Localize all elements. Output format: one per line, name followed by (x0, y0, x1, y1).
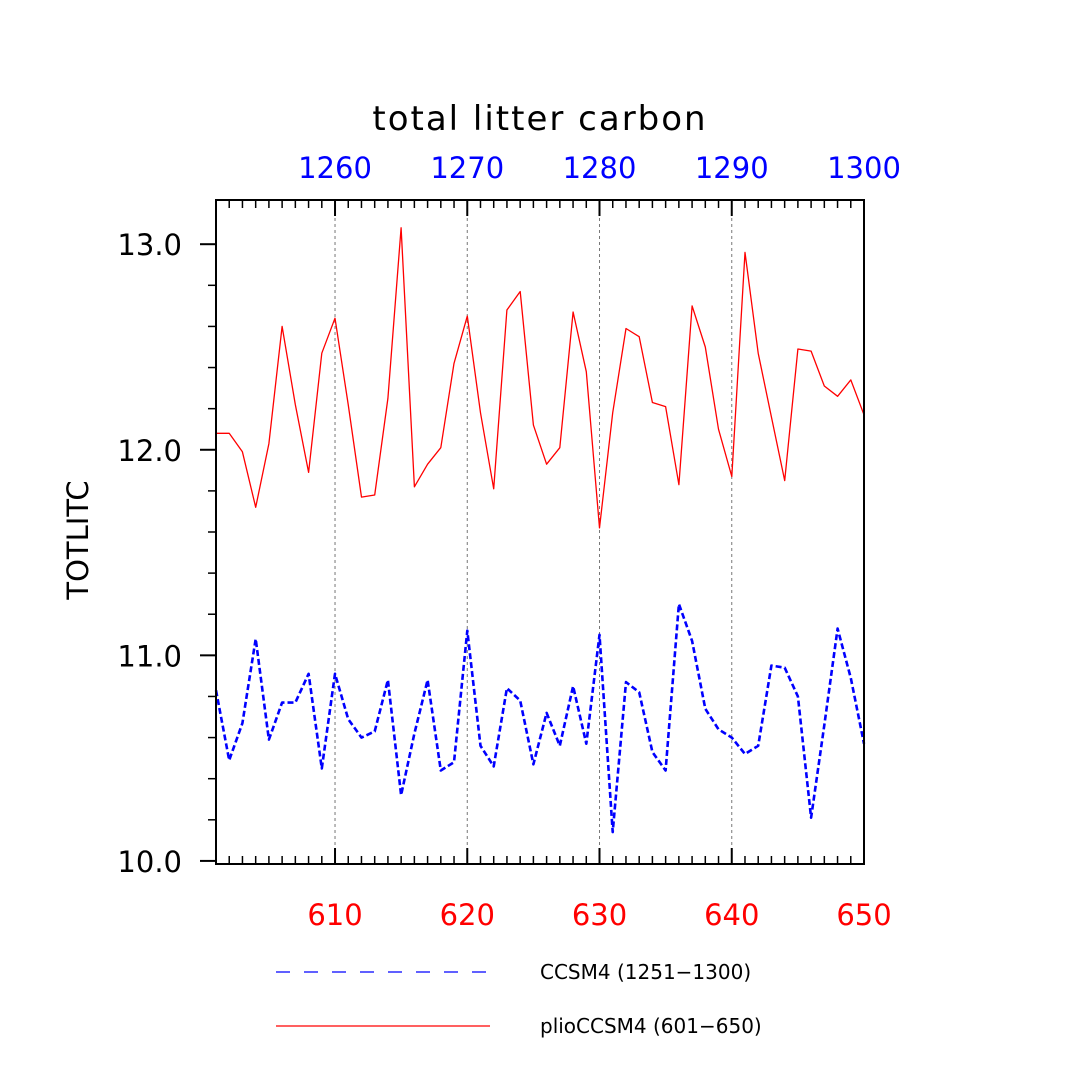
legend-label: CCSM4 (1251−1300) (540, 960, 751, 984)
x2-tick-label: 1260 (298, 151, 372, 185)
x2-tick-label: 1300 (827, 151, 901, 185)
x2-tick-label: 1270 (430, 151, 504, 185)
x-tick-label: 620 (440, 898, 495, 932)
gridlines (334, 200, 733, 864)
y-axis-label: TOTLITC (61, 480, 95, 600)
y-tick-label: 11.0 (117, 639, 182, 673)
chart-title: total litter carbon (372, 99, 707, 139)
legend: CCSM4 (1251−1300) plioCCSM4 (601−650) (276, 960, 762, 1038)
x-tick-label: 650 (836, 898, 891, 932)
x-tick-label: 630 (572, 898, 627, 932)
x-tick-label: 640 (704, 898, 759, 932)
y-tick-label: 12.0 (117, 434, 182, 468)
axis-ticks (200, 200, 865, 864)
series-line-ccsm4 (214, 602, 866, 834)
x-tick-label: 610 (307, 898, 362, 932)
tick-labels: 610 620 630 640 650 1260 1270 1280 1290 1300 10.0 1… (117, 151, 900, 932)
legend-label: plioCCSM4 (601−650) (540, 1014, 762, 1038)
x2-tick-label: 1290 (695, 151, 769, 185)
y-tick-label: 10.0 (117, 845, 182, 879)
series-lines (214, 227, 866, 834)
y-tick-label: 13.0 (117, 228, 182, 262)
x2-tick-label: 1280 (563, 151, 637, 185)
plot-frame (215, 199, 865, 865)
series-line-pliocssm4 (216, 227, 865, 529)
